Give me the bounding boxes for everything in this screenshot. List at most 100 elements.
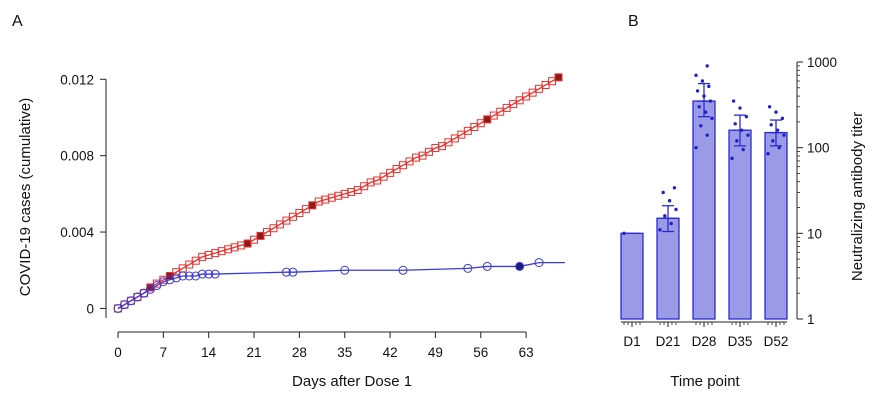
bar-d21 — [656, 217, 680, 320]
x-tick-label-a: 35 — [337, 345, 352, 360]
data-dot-d28 — [700, 79, 705, 83]
data-point-circle — [210, 269, 220, 279]
data-point-square — [412, 153, 420, 162]
y-axis-label-a: COVID-19 cases (cumulative) — [17, 98, 34, 296]
x-tick-label-a: 0 — [114, 345, 122, 360]
series-line-circle — [117, 261, 565, 310]
y-tick-label-b: 100 — [807, 141, 830, 156]
data-point-square — [483, 115, 492, 124]
x-tick-label-a: 14 — [201, 345, 217, 360]
data-dot-d28 — [703, 110, 708, 114]
y-tick-label-a: 0.004 — [60, 225, 94, 240]
data-point-circle — [340, 265, 350, 275]
data-point-square — [211, 249, 220, 258]
data-point-circle — [281, 267, 291, 277]
data-dot-d35 — [733, 122, 737, 126]
data-dot-d28 — [710, 116, 714, 121]
data-dot-d52 — [766, 152, 770, 156]
data-point-circle — [152, 281, 162, 291]
data-dot-d28 — [705, 64, 709, 68]
data-point-circle — [482, 261, 492, 271]
data-dot-d28 — [708, 99, 713, 103]
data-point-square — [334, 191, 343, 200]
data-dot-d35 — [731, 99, 736, 103]
data-point-circle — [184, 271, 194, 281]
data-point-circle — [204, 269, 214, 279]
data-dot-d21 — [663, 214, 667, 218]
data-point-square — [224, 245, 233, 254]
data-dot-d52 — [780, 116, 785, 121]
x-axis-label-b: Time point — [670, 373, 740, 390]
y-tick-label-a: 0.012 — [60, 72, 94, 87]
data-point-circle — [158, 277, 168, 287]
data-dot-d21 — [669, 221, 673, 226]
data-point-square — [314, 197, 323, 206]
data-point-circle — [398, 265, 408, 275]
data-point-square — [308, 201, 317, 210]
x-tick-label-b: D1 — [623, 334, 640, 349]
data-point-circle — [132, 292, 142, 302]
x-axis-label-a: Days after Dose 1 — [292, 373, 412, 390]
data-dot-d28 — [694, 145, 698, 150]
data-point-square — [554, 73, 563, 82]
panel-a-label: A — [12, 13, 23, 30]
data-point-square — [217, 247, 226, 256]
data-dot-d28 — [705, 133, 709, 137]
bar-d28 — [692, 100, 716, 320]
bar-d1 — [620, 232, 644, 320]
data-point-circle — [288, 267, 298, 277]
data-point-square — [256, 231, 265, 240]
data-point-square — [321, 195, 330, 204]
y-axis-label-b: Neutralizing antibody titer — [849, 112, 866, 281]
data-point-circle — [463, 263, 473, 273]
data-dot-d28 — [707, 84, 711, 89]
data-point-circle — [145, 284, 155, 294]
y-tick-label-a: 0.008 — [60, 149, 94, 164]
x-tick-label-a: 7 — [160, 345, 168, 360]
data-dot-d28 — [697, 105, 701, 109]
data-point-circle — [171, 273, 181, 283]
data-point-square — [340, 189, 349, 198]
data-dot-d35 — [730, 156, 734, 161]
y-tick-label-a: 0 — [86, 301, 94, 316]
data-dot-d35 — [741, 147, 745, 152]
data-point-circle — [165, 275, 175, 285]
data-point-square — [431, 144, 440, 153]
data-point-circle — [178, 271, 188, 281]
data-dot-d21 — [661, 190, 665, 195]
data-dot-d52 — [775, 128, 780, 132]
data-point-circle — [515, 261, 525, 271]
data-dot-d21 — [658, 228, 662, 232]
x-tick-label-b: D21 — [656, 334, 681, 349]
data-point-square — [243, 239, 252, 248]
data-dot-d52 — [769, 123, 773, 127]
x-tick-label-a: 49 — [428, 345, 443, 360]
panel-b-label: B — [628, 13, 639, 30]
data-dot-d35 — [739, 128, 744, 132]
data-point-square — [204, 250, 213, 259]
y-tick-label-b: 1000 — [807, 55, 837, 70]
x-tick-label-b: D28 — [692, 334, 717, 349]
data-point-square — [327, 193, 336, 202]
x-tick-label-a: 56 — [473, 345, 488, 360]
data-point-circle — [197, 269, 207, 279]
data-dot-d1 — [622, 231, 626, 236]
x-tick-label-a: 42 — [383, 345, 398, 360]
data-dot-d52 — [767, 105, 772, 109]
data-dot-d52 — [782, 133, 786, 137]
data-dot-d35 — [738, 106, 742, 110]
data-point-square — [198, 252, 207, 261]
data-dot-d52 — [771, 139, 775, 143]
data-dot-d35 — [735, 139, 739, 143]
data-dot-d21 — [667, 199, 672, 203]
x-tick-label-a: 28 — [292, 345, 307, 360]
data-dot-d21 — [674, 207, 678, 212]
data-dot-d28 — [702, 94, 706, 98]
data-dot-d28 — [695, 89, 700, 93]
panel-a: 0 0.004 0.008 0.012 0 7 14 21 28 35 42 49 56 63 Days a… — [17, 72, 565, 390]
data-point-circle — [139, 288, 149, 298]
bar-d52 — [764, 131, 788, 320]
data-dot-d52 — [777, 145, 781, 150]
